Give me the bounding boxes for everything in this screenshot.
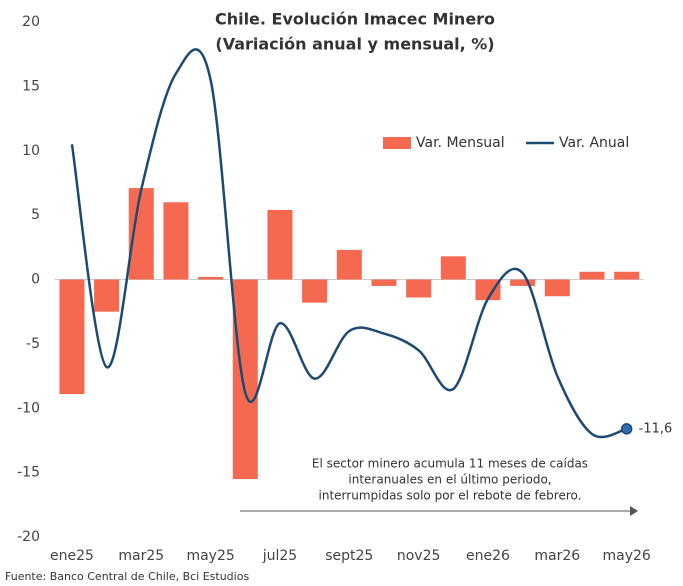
value-label: -11,6	[639, 421, 673, 436]
y-tick-label: -5	[26, 336, 40, 352]
x-tick-label: mar26	[534, 548, 580, 564]
bar	[510, 279, 536, 286]
y-tick-label: -10	[17, 400, 40, 416]
bar	[406, 279, 432, 298]
chart-subtitle: (Variación anual y mensual, %)	[215, 35, 494, 54]
bar	[59, 279, 85, 395]
y-tick-label: 20	[22, 14, 40, 30]
x-tick-label: nov25	[397, 548, 441, 564]
bar	[198, 276, 224, 280]
bar	[302, 279, 328, 303]
legend-label: Var. Mensual	[416, 135, 505, 151]
x-tick-label: sept25	[325, 548, 373, 564]
bar	[336, 249, 362, 280]
x-tick-label: jul25	[262, 548, 297, 564]
y-tick-label: 10	[22, 143, 40, 159]
bar	[579, 271, 605, 280]
y-tick-label: -20	[17, 529, 40, 545]
bar	[371, 279, 397, 286]
annotation: El sector minero acumula 11 meses de caí…	[312, 457, 588, 471]
line	[70, 48, 628, 439]
x-tick-label: may26	[603, 548, 651, 564]
bar	[440, 256, 466, 280]
legend-swatch	[383, 137, 411, 149]
annotation: interanuales en el último periodo,	[348, 473, 551, 487]
bar	[267, 209, 293, 280]
y-tick-label: -15	[17, 465, 40, 481]
x-tick-label: ene26	[466, 548, 510, 564]
bar	[544, 279, 570, 297]
legend-label: Var. Anual	[559, 135, 629, 151]
y-tick-label: 0	[31, 272, 40, 288]
end-marker	[620, 423, 633, 435]
chart-title: Chile. Evolución Imacec Minero	[215, 10, 495, 29]
source: Fuente: Banco Central de Chile, Bci Estu…	[5, 570, 249, 583]
bar	[614, 271, 640, 280]
bar	[232, 279, 258, 480]
y-tick-label: 5	[31, 207, 40, 223]
x-tick-label: mar25	[118, 548, 164, 564]
bar	[163, 202, 189, 280]
x-tick-label: may25	[186, 548, 234, 564]
annotation: interrumpidas solo por el rebote de febr…	[319, 489, 582, 503]
y-tick-label: 15	[22, 78, 40, 94]
bar	[94, 279, 120, 312]
bar	[475, 279, 501, 301]
arrow-head	[630, 506, 638, 516]
x-tick-label: ene25	[50, 548, 94, 564]
